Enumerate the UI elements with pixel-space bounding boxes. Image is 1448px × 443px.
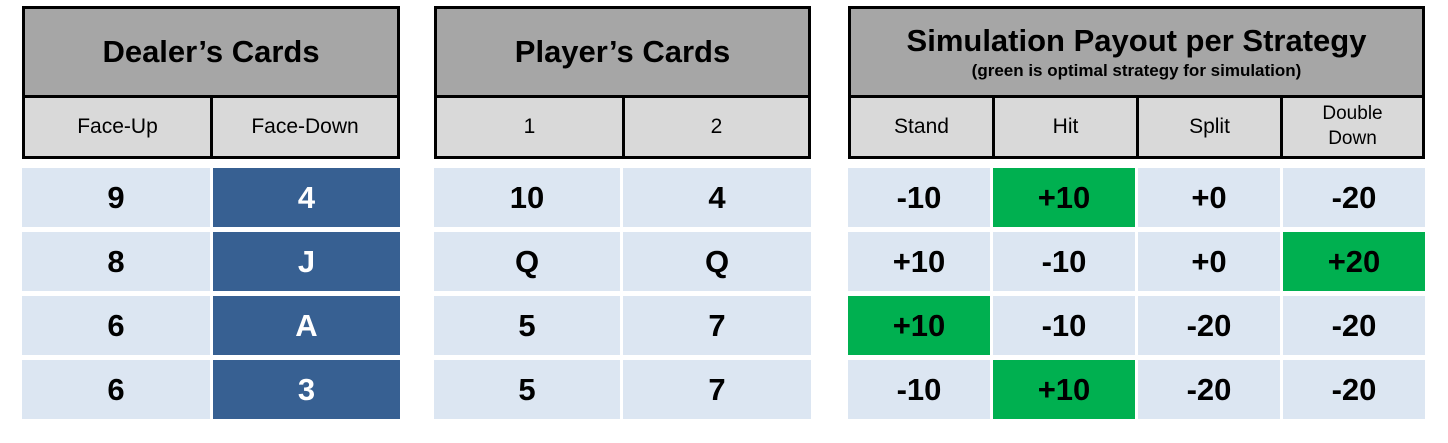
dealer-face-up-cell: 8	[22, 232, 210, 291]
table-row: +10 -10 -20 -20	[848, 296, 1425, 355]
table-row: +10 -10 +0 +20	[848, 232, 1425, 291]
table-row: 9 4	[22, 168, 400, 227]
table-row: 5 7	[434, 296, 811, 355]
payout-split-cell: +0	[1138, 232, 1280, 291]
table-row: -10 +10 +0 -20	[848, 168, 1425, 227]
table-row: 5 7	[434, 360, 811, 419]
table-row: -10 +10 -20 -20	[848, 360, 1425, 419]
dealer-face-up-cell: 6	[22, 360, 210, 419]
payout-col-split: Split	[1139, 98, 1283, 156]
payout-hit-cell: -10	[993, 232, 1135, 291]
dealer-face-down-cell: A	[213, 296, 400, 355]
payout-subtitle: (green is optimal strategy for simulatio…	[971, 60, 1302, 80]
payout-double-down-cell: -20	[1283, 296, 1425, 355]
payout-split-cell: +0	[1138, 168, 1280, 227]
payout-split-cell: -20	[1138, 360, 1280, 419]
dealer-title: Dealer’s Cards	[25, 9, 397, 98]
player-card2-cell: 7	[623, 296, 811, 355]
table-row: 8 J	[22, 232, 400, 291]
player-card1-cell: 5	[434, 296, 620, 355]
player-header: Player’s Cards 1 2	[434, 6, 811, 159]
dealer-cards-table: Dealer’s Cards Face-Up Face-Down 9 4 8 J…	[22, 6, 400, 419]
payout-title-text: Simulation Payout per Strategy	[906, 22, 1367, 58]
player-title-text: Player’s Cards	[514, 33, 731, 69]
payout-stand-cell: -10	[848, 168, 990, 227]
table-row: 10 4	[434, 168, 811, 227]
player-title: Player’s Cards	[437, 9, 808, 98]
dealer-rows: 9 4 8 J 6 A 6 3	[22, 168, 400, 424]
table-row: Q Q	[434, 232, 811, 291]
payout-split-cell: -20	[1138, 296, 1280, 355]
payout-col-hit: Hit	[995, 98, 1139, 156]
player-card2-cell: 4	[623, 168, 811, 227]
player-card2-cell: Q	[623, 232, 811, 291]
payout-col-stand: Stand	[851, 98, 995, 156]
payout-stand-cell: -10	[848, 360, 990, 419]
dealer-title-text: Dealer’s Cards	[102, 33, 320, 69]
payout-stand-cell: +10	[848, 232, 990, 291]
payout-hit-cell: -10	[993, 296, 1135, 355]
player-card1-cell: 5	[434, 360, 620, 419]
player-subheader-row: 1 2	[437, 98, 808, 156]
payout-col-double-line2: Down	[1328, 128, 1377, 149]
dealer-col-face-down: Face-Down	[213, 98, 397, 156]
player-col-1: 1	[437, 98, 625, 156]
payout-subheader-row: Stand Hit Split Double Down	[851, 98, 1422, 156]
payout-stand-cell: +10	[848, 296, 990, 355]
payout-table: Simulation Payout per Strategy (green is…	[848, 6, 1425, 419]
dealer-face-up-cell: 9	[22, 168, 210, 227]
player-card2-cell: 7	[623, 360, 811, 419]
payout-double-down-cell: -20	[1283, 360, 1425, 419]
dealer-col-face-up: Face-Up	[25, 98, 213, 156]
payout-title: Simulation Payout per Strategy (green is…	[851, 9, 1422, 98]
dealer-face-down-cell: J	[213, 232, 400, 291]
dealer-face-down-cell: 3	[213, 360, 400, 419]
player-rows: 10 4 Q Q 5 7 5 7	[434, 168, 811, 424]
payout-hit-cell: +10	[993, 168, 1135, 227]
table-row: 6 A	[22, 296, 400, 355]
payout-hit-cell: +10	[993, 360, 1135, 419]
player-card1-cell: Q	[434, 232, 620, 291]
payout-col-double-down: Double Down	[1283, 98, 1422, 156]
dealer-subheader-row: Face-Up Face-Down	[25, 98, 397, 156]
dealer-face-down-cell: 4	[213, 168, 400, 227]
table-row: 6 3	[22, 360, 400, 419]
player-col-2: 2	[625, 98, 808, 156]
player-card1-cell: 10	[434, 168, 620, 227]
payout-rows: -10 +10 +0 -20 +10 -10 +0 +20 +10 -10 -2…	[848, 168, 1425, 424]
payout-double-down-cell: -20	[1283, 168, 1425, 227]
dealer-header: Dealer’s Cards Face-Up Face-Down	[22, 6, 400, 159]
dealer-face-up-cell: 6	[22, 296, 210, 355]
player-cards-table: Player’s Cards 1 2 10 4 Q Q 5 7 5 7	[434, 6, 811, 419]
payout-double-down-cell: +20	[1283, 232, 1425, 291]
payout-col-double-line1: Double	[1322, 103, 1383, 125]
payout-header: Simulation Payout per Strategy (green is…	[848, 6, 1425, 159]
